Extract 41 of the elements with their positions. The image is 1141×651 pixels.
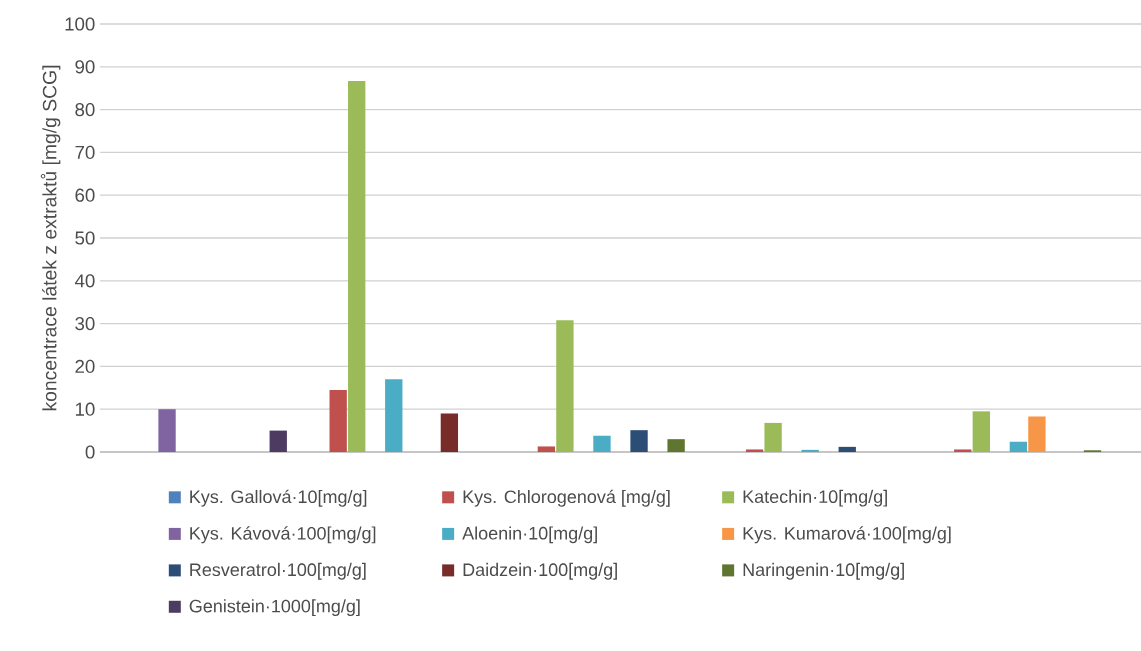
bar [667,439,685,452]
legend-label: Kys. Kumarová·100[mg/g] [743,526,951,544]
bar [593,435,611,452]
legend-label: Resveratrol·100[mg/g] [190,562,366,580]
bar [537,446,556,452]
legend-label: Daidzein·100[mg/g] [463,562,617,580]
y-tick-label: 30 [75,316,95,331]
y-tick-label: 40 [74,274,95,288]
y-tick-label: 80 [75,102,95,117]
y-tick-label: 90 [75,60,95,74]
legend-label: Kys. Gallová·10[mg/g] [190,489,367,507]
y-tick-label: 50 [75,231,95,245]
y-tick-label: 10 [75,402,95,416]
bar [838,446,856,452]
y-tick-label: 60 [75,188,95,202]
bar [954,449,972,452]
bar [440,413,459,452]
legend-label: Kys. Kávová·100[mg/g] [190,526,376,544]
legend-label: Katechin·10[mg/g] [743,489,887,507]
legend-label: Aloenin·10[mg/g] [462,526,597,544]
bar [1028,416,1046,452]
bar [801,449,819,452]
bar [630,430,648,452]
bar [972,411,990,452]
bar [745,449,764,452]
bar [764,422,782,452]
bar [158,409,176,452]
bar [1009,441,1028,452]
legend-label: Kys. Chlorogenová [mg/g] [463,489,670,507]
bar [385,379,403,452]
bar [348,80,366,452]
y-tick-label: 70 [75,145,95,160]
legend-label: Naringenin·10[mg/g] [743,562,904,580]
bar [556,320,574,452]
legend-label: Genistein·1000[mg/g] [189,599,360,617]
y-axis-title: koncentrace látek z extraktů [mg/g SCG] [40,65,61,411]
bar [269,430,287,452]
y-tick-label: 0 [85,445,95,459]
bar [329,389,347,452]
y-tick-label: 100 [65,17,95,31]
y-tick-label: 20 [75,359,95,374]
